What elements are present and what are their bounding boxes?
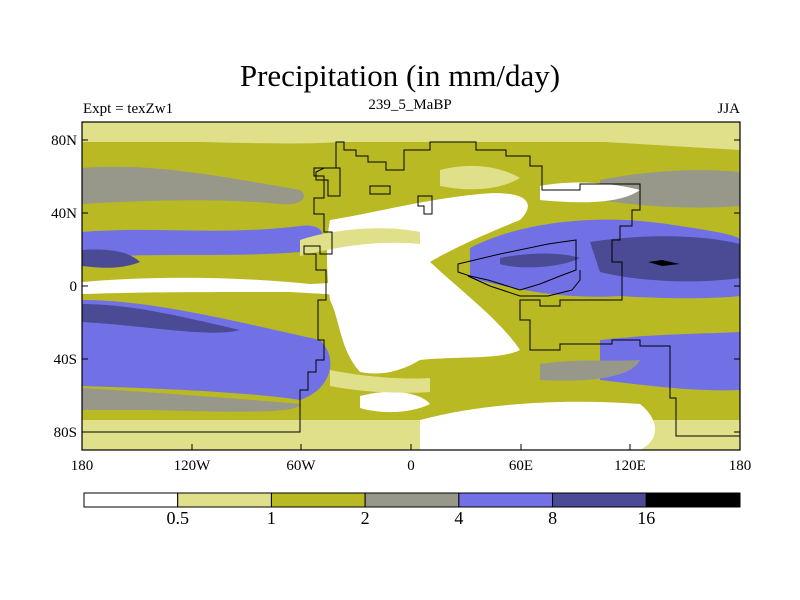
field-north-light <box>82 122 740 150</box>
lon-label-0: 0 <box>407 458 415 474</box>
coastline-inner-sea <box>457 239 577 291</box>
map-title: Precipitation (in mm/day) <box>239 58 561 93</box>
colorbar-label-0: 0.5 <box>166 508 189 528</box>
field-monsoon-core-west <box>500 253 580 268</box>
colorbar-swatch-3 <box>364 492 460 508</box>
lat-label-40s: 40S <box>54 352 77 368</box>
field-sh-storm-track <box>82 388 300 412</box>
lon-label-120e: 120E <box>614 458 646 474</box>
period-label: 239_5_MaBP <box>368 97 452 113</box>
precip-field <box>82 122 740 450</box>
field-monsoon-max <box>648 260 680 266</box>
colorbar-swatch-5 <box>552 492 647 508</box>
field-south-dry <box>420 401 655 450</box>
colorbar-swatch-6 <box>645 492 741 508</box>
colorbar <box>83 492 741 508</box>
field-nh-wet-core <box>82 249 140 268</box>
coastline-inner-sea-south <box>467 270 581 297</box>
lon-labels: 180 120W 60W 0 60E 120E 180 <box>71 458 752 474</box>
field-nh-storm-track-east <box>600 170 740 208</box>
coastlines <box>82 141 740 437</box>
coastline-inlet <box>369 185 391 195</box>
lon-label-180w: 180 <box>71 458 94 474</box>
coastline-island-nw <box>315 167 341 197</box>
field-south-dry-west <box>360 391 430 413</box>
lat-label-80n: 80N <box>51 133 77 149</box>
field-sh-storm-track-east <box>540 360 640 381</box>
colorbar-swatch-0 <box>83 492 179 508</box>
lat-label-0: 0 <box>70 279 78 295</box>
colorbar-label-4: 8 <box>548 508 558 528</box>
field-rim-south <box>330 370 430 393</box>
lat-label-40n: 40N <box>51 206 77 222</box>
coastline-east <box>340 141 740 437</box>
lon-label-60w: 60W <box>286 458 316 474</box>
colorbar-label-2: 2 <box>360 508 370 528</box>
colorbar-swatch-1 <box>177 492 272 508</box>
field-north-continent-light <box>440 165 520 190</box>
field-monsoon-core <box>590 236 740 282</box>
lon-label-60e: 60E <box>509 458 533 474</box>
field-sh-wet-core <box>82 304 240 333</box>
coastline-island-north <box>417 195 433 215</box>
field-asia-dry <box>540 182 640 203</box>
colorbar-label-3: 4 <box>454 508 464 528</box>
lat-labels: 80N 40N 0 40S 80S <box>51 133 77 441</box>
field-nh-storm-track <box>82 166 304 205</box>
colorbar-label-5: 16 <box>637 508 656 528</box>
field-rim-north <box>300 228 420 256</box>
lat-label-80s: 80S <box>54 425 77 441</box>
season-label: JJA <box>717 101 740 117</box>
colorbar-label-1: 1 <box>266 508 276 528</box>
field-nh-wet-band <box>82 225 323 258</box>
lon-label-180e: 180 <box>729 458 752 474</box>
tick-marks <box>81 139 741 450</box>
colorbar-swatch-4 <box>458 492 554 508</box>
experiment-label: Expt = texZw1 <box>83 101 174 117</box>
lon-label-120w: 120W <box>174 458 212 474</box>
colorbar-swatch-2 <box>270 492 366 508</box>
